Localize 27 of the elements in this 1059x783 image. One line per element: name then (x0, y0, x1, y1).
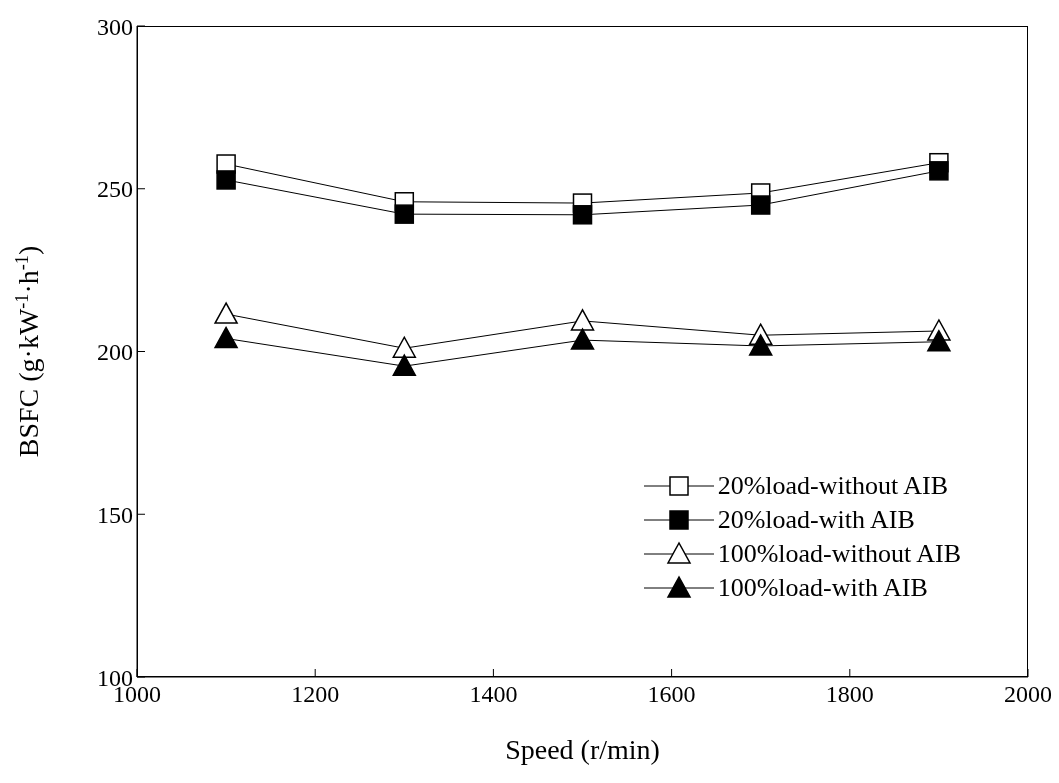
point (394, 204, 415, 224)
point (214, 326, 238, 349)
point (750, 195, 771, 215)
point (570, 328, 595, 350)
legend-label: 100%load-with AIB (717, 573, 928, 603)
point (392, 336, 417, 358)
point (748, 334, 773, 356)
legend-label: 100%load-without AIB (717, 539, 961, 569)
y-tick-label: 200 (97, 339, 133, 366)
y-tick-label: 150 (97, 501, 133, 528)
y-tick-label: 250 (97, 176, 133, 203)
y-tick-label: 300 (97, 13, 133, 40)
x-tick-label: 1400 (469, 681, 518, 708)
x-tick-label: 2000 (1004, 681, 1052, 708)
x-tick-label: 1600 (647, 681, 696, 708)
x-tick-label: 1200 (291, 681, 340, 708)
point (927, 329, 951, 352)
legend-label: 20%load-without AIB (717, 471, 948, 501)
point (570, 309, 595, 331)
point (392, 354, 417, 376)
point (929, 161, 949, 181)
x-axis-title: Speed (r/min) (505, 734, 660, 765)
legend-label: 20%load-with AIB (717, 505, 915, 535)
x-tick-label: 1800 (825, 681, 874, 708)
point (216, 170, 236, 190)
point (214, 302, 238, 324)
point (572, 205, 593, 225)
